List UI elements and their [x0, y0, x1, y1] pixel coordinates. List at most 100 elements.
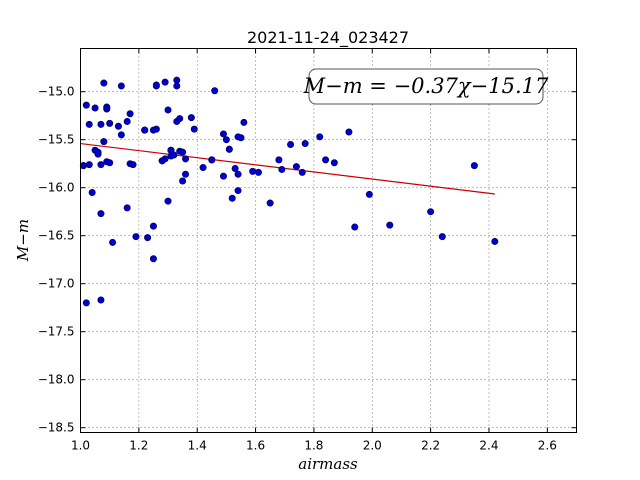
data-point [266, 199, 274, 207]
y-axis-label: M−m [14, 219, 32, 262]
data-point [103, 104, 111, 112]
data-point [97, 120, 105, 128]
x-tick-label: 2.6 [538, 439, 557, 453]
data-point [240, 118, 248, 126]
chart-title: 2021-11-24_023427 [247, 28, 409, 48]
data-point [149, 126, 157, 134]
points-layer [79, 76, 499, 307]
data-point [225, 145, 233, 153]
data-point [298, 168, 306, 176]
data-point [179, 177, 187, 185]
data-point [199, 164, 207, 172]
data-point [234, 133, 242, 141]
y-tick-label: −18.0 [38, 373, 75, 387]
data-point [164, 197, 172, 205]
annotation-box [308, 68, 544, 105]
data-point [117, 131, 125, 139]
data-point [330, 159, 338, 167]
y-tick-label: −18.5 [38, 421, 75, 435]
data-point [275, 156, 283, 164]
data-point [106, 159, 114, 167]
data-point [94, 148, 102, 156]
data-point [176, 115, 184, 123]
y-tick-label: −17.5 [38, 325, 75, 339]
data-point [85, 161, 93, 169]
data-point [222, 136, 230, 144]
data-point [129, 161, 137, 169]
x-tick-labels: 1.0 1.2 1.4 1.6 1.8 2.0 2.2 2.4 2.6 [71, 439, 557, 453]
data-point [190, 125, 198, 133]
data-point [82, 299, 90, 307]
data-point [211, 87, 219, 95]
data-point [301, 140, 309, 148]
data-point [278, 165, 286, 173]
data-point [91, 104, 99, 112]
data-point [97, 296, 105, 304]
data-point [254, 168, 262, 176]
y-tick-label: −15.0 [38, 85, 75, 99]
data-point [438, 233, 446, 241]
fit-line [80, 142, 495, 195]
data-point [97, 161, 105, 169]
data-point [427, 208, 435, 216]
data-point [208, 156, 216, 164]
x-tick-label: 2.2 [421, 439, 440, 453]
data-point [173, 76, 181, 84]
grid [80, 48, 577, 433]
data-point [161, 78, 169, 86]
data-point [228, 194, 236, 202]
data-point [109, 238, 117, 246]
x-tick-label: 1.6 [246, 439, 265, 453]
data-point [167, 146, 175, 154]
data-point [219, 172, 227, 180]
data-point [322, 156, 330, 164]
x-axis-label: airmass [298, 455, 358, 473]
y-tick-label: −16.5 [38, 229, 75, 243]
x-tick-label: 1.4 [188, 439, 207, 453]
data-point [85, 120, 93, 128]
data-point [152, 81, 160, 89]
data-point [149, 222, 157, 230]
x-tick-label: 1.2 [129, 439, 148, 453]
data-point [132, 233, 140, 241]
axis-ticks [80, 48, 577, 433]
data-point [173, 82, 181, 90]
data-point [117, 82, 125, 90]
data-point [182, 170, 190, 178]
data-point [187, 114, 195, 122]
fit-equation-box: M−m = −0.37χ−15.17 [303, 68, 549, 105]
data-point [88, 189, 96, 197]
data-point [158, 157, 166, 165]
data-point [100, 138, 108, 146]
data-point [316, 133, 324, 141]
data-point [219, 130, 227, 138]
data-point [106, 119, 114, 127]
data-point [79, 162, 87, 170]
data-point [365, 190, 373, 198]
data-point [386, 221, 394, 229]
x-tick-label: 1.8 [304, 439, 323, 453]
data-point [470, 162, 478, 170]
data-point [234, 170, 242, 178]
data-point [141, 126, 149, 134]
data-point [292, 163, 300, 171]
y-tick-label: −17.0 [38, 277, 75, 291]
data-point [234, 187, 242, 195]
data-point [345, 128, 353, 136]
data-point [231, 165, 239, 173]
fit-line-layer [80, 142, 495, 195]
data-point [144, 234, 152, 242]
x-tick-label: 2.4 [479, 439, 498, 453]
data-point [351, 223, 359, 231]
data-point [123, 204, 131, 212]
y-tick-label: −15.5 [38, 133, 75, 147]
x-tick-label: 2.0 [363, 439, 382, 453]
data-point [114, 122, 122, 130]
fit-equation: M−m = −0.37χ−15.17 [303, 74, 549, 98]
plot-frame [80, 48, 577, 433]
data-point [491, 237, 499, 245]
data-point [287, 141, 295, 149]
data-point [82, 101, 90, 109]
